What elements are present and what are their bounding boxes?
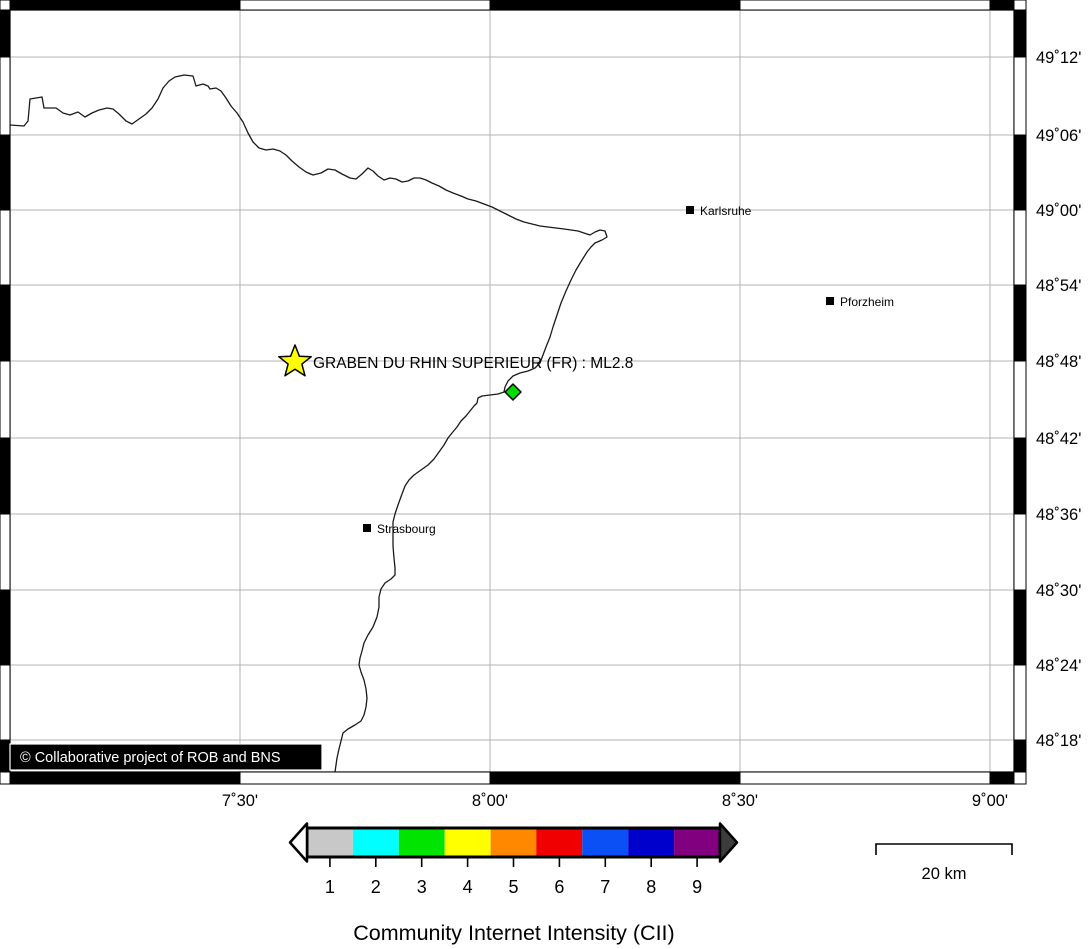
cii-tick-label: 9 <box>692 877 702 897</box>
lat-tick-label: 49˚06' <box>1036 127 1081 145</box>
city-strasbourg: Strasbourg <box>363 522 436 536</box>
copyright-box: © Collaborative project of ROB and BNS <box>9 743 323 771</box>
colorbar-ticks <box>329 858 698 867</box>
cii-colorbar: 1 2 3 4 5 6 7 8 9 Community Internet Int… <box>288 822 739 945</box>
cii-class-5 <box>490 828 537 857</box>
cii-tick-label: 1 <box>325 877 335 897</box>
cii-class-2 <box>352 828 399 857</box>
copyright-text: © Collaborative project of ROB and BNS <box>20 750 281 766</box>
cii-class-3 <box>398 828 445 857</box>
city-label: Strasbourg <box>377 522 436 536</box>
above-scale-arrow-icon <box>718 822 739 863</box>
lat-tick-label: 49˚12' <box>1036 49 1081 67</box>
cii-class-9 <box>674 828 720 857</box>
frame-top <box>9 0 1015 11</box>
lat-tick-label: 48˚54' <box>1036 277 1081 295</box>
lat-tick-label: 48˚36' <box>1036 506 1081 524</box>
epicenter-marker: GRABEN DU RHIN SUPERIEUR (FR) : ML2.8 <box>278 344 633 377</box>
lat-tick-label: 48˚42' <box>1036 430 1081 448</box>
legend-title: Community Internet Intensity (CII) <box>353 921 674 945</box>
frame-bottom <box>9 771 1015 785</box>
lat-axis-labels: 49˚12' 49˚06' 49˚00' 48˚54' 48˚48' 48˚42… <box>1036 49 1081 750</box>
lon-tick-label: 7˚30' <box>222 792 258 810</box>
lon-tick-label: 9˚00' <box>972 792 1008 810</box>
cii-class-6 <box>536 828 583 857</box>
cii-class-7 <box>582 828 629 857</box>
city-square-icon <box>363 524 371 532</box>
cii-tick-label: 5 <box>508 877 518 897</box>
star-icon <box>278 344 312 377</box>
cii-tick-label: 3 <box>417 877 427 897</box>
event-label: GRABEN DU RHIN SUPERIEUR (FR) : ML2.8 <box>313 355 633 372</box>
city-label: Karlsruhe <box>700 204 752 218</box>
scale-bar: 20 km <box>875 843 1013 883</box>
cii-tick-label: 8 <box>646 877 656 897</box>
cii-class-1 <box>307 828 353 857</box>
scale-label: 20 km <box>922 865 967 883</box>
city-square-icon <box>686 206 694 214</box>
below-scale-arrow-icon <box>288 822 309 863</box>
frame-left <box>0 9 11 773</box>
lon-tick-label: 8˚30' <box>722 792 758 810</box>
cii-tick-label: 7 <box>600 877 610 897</box>
lat-tick-label: 48˚30' <box>1036 582 1081 600</box>
cii-tick-label: 4 <box>463 877 473 897</box>
graticule-grid <box>10 10 1014 772</box>
frame-corners <box>0 0 1027 785</box>
cii-class-4 <box>444 828 491 857</box>
city-square-icon <box>826 297 834 305</box>
lat-tick-label: 48˚18' <box>1036 732 1081 750</box>
diamond-icon <box>504 383 522 401</box>
cii-tick-label: 2 <box>371 877 381 897</box>
lat-tick-label: 49˚00' <box>1036 202 1081 220</box>
scale-bracket <box>875 843 1013 855</box>
cii-tick-label: 6 <box>554 877 564 897</box>
lon-tick-label: 8˚00' <box>472 792 508 810</box>
city-karlsruhe: Karlsruhe <box>686 204 752 218</box>
lat-tick-label: 48˚48' <box>1036 353 1081 371</box>
city-label: Pforzheim <box>840 295 894 309</box>
frame-right <box>1013 9 1027 773</box>
border-line <box>9 74 608 773</box>
cii-class-8 <box>628 828 675 857</box>
city-pforzheim: Pforzheim <box>826 295 894 309</box>
lat-tick-label: 48˚24' <box>1036 657 1081 675</box>
lon-axis-labels: 7˚30' 8˚00' 8˚30' 9˚00' <box>222 792 1008 810</box>
